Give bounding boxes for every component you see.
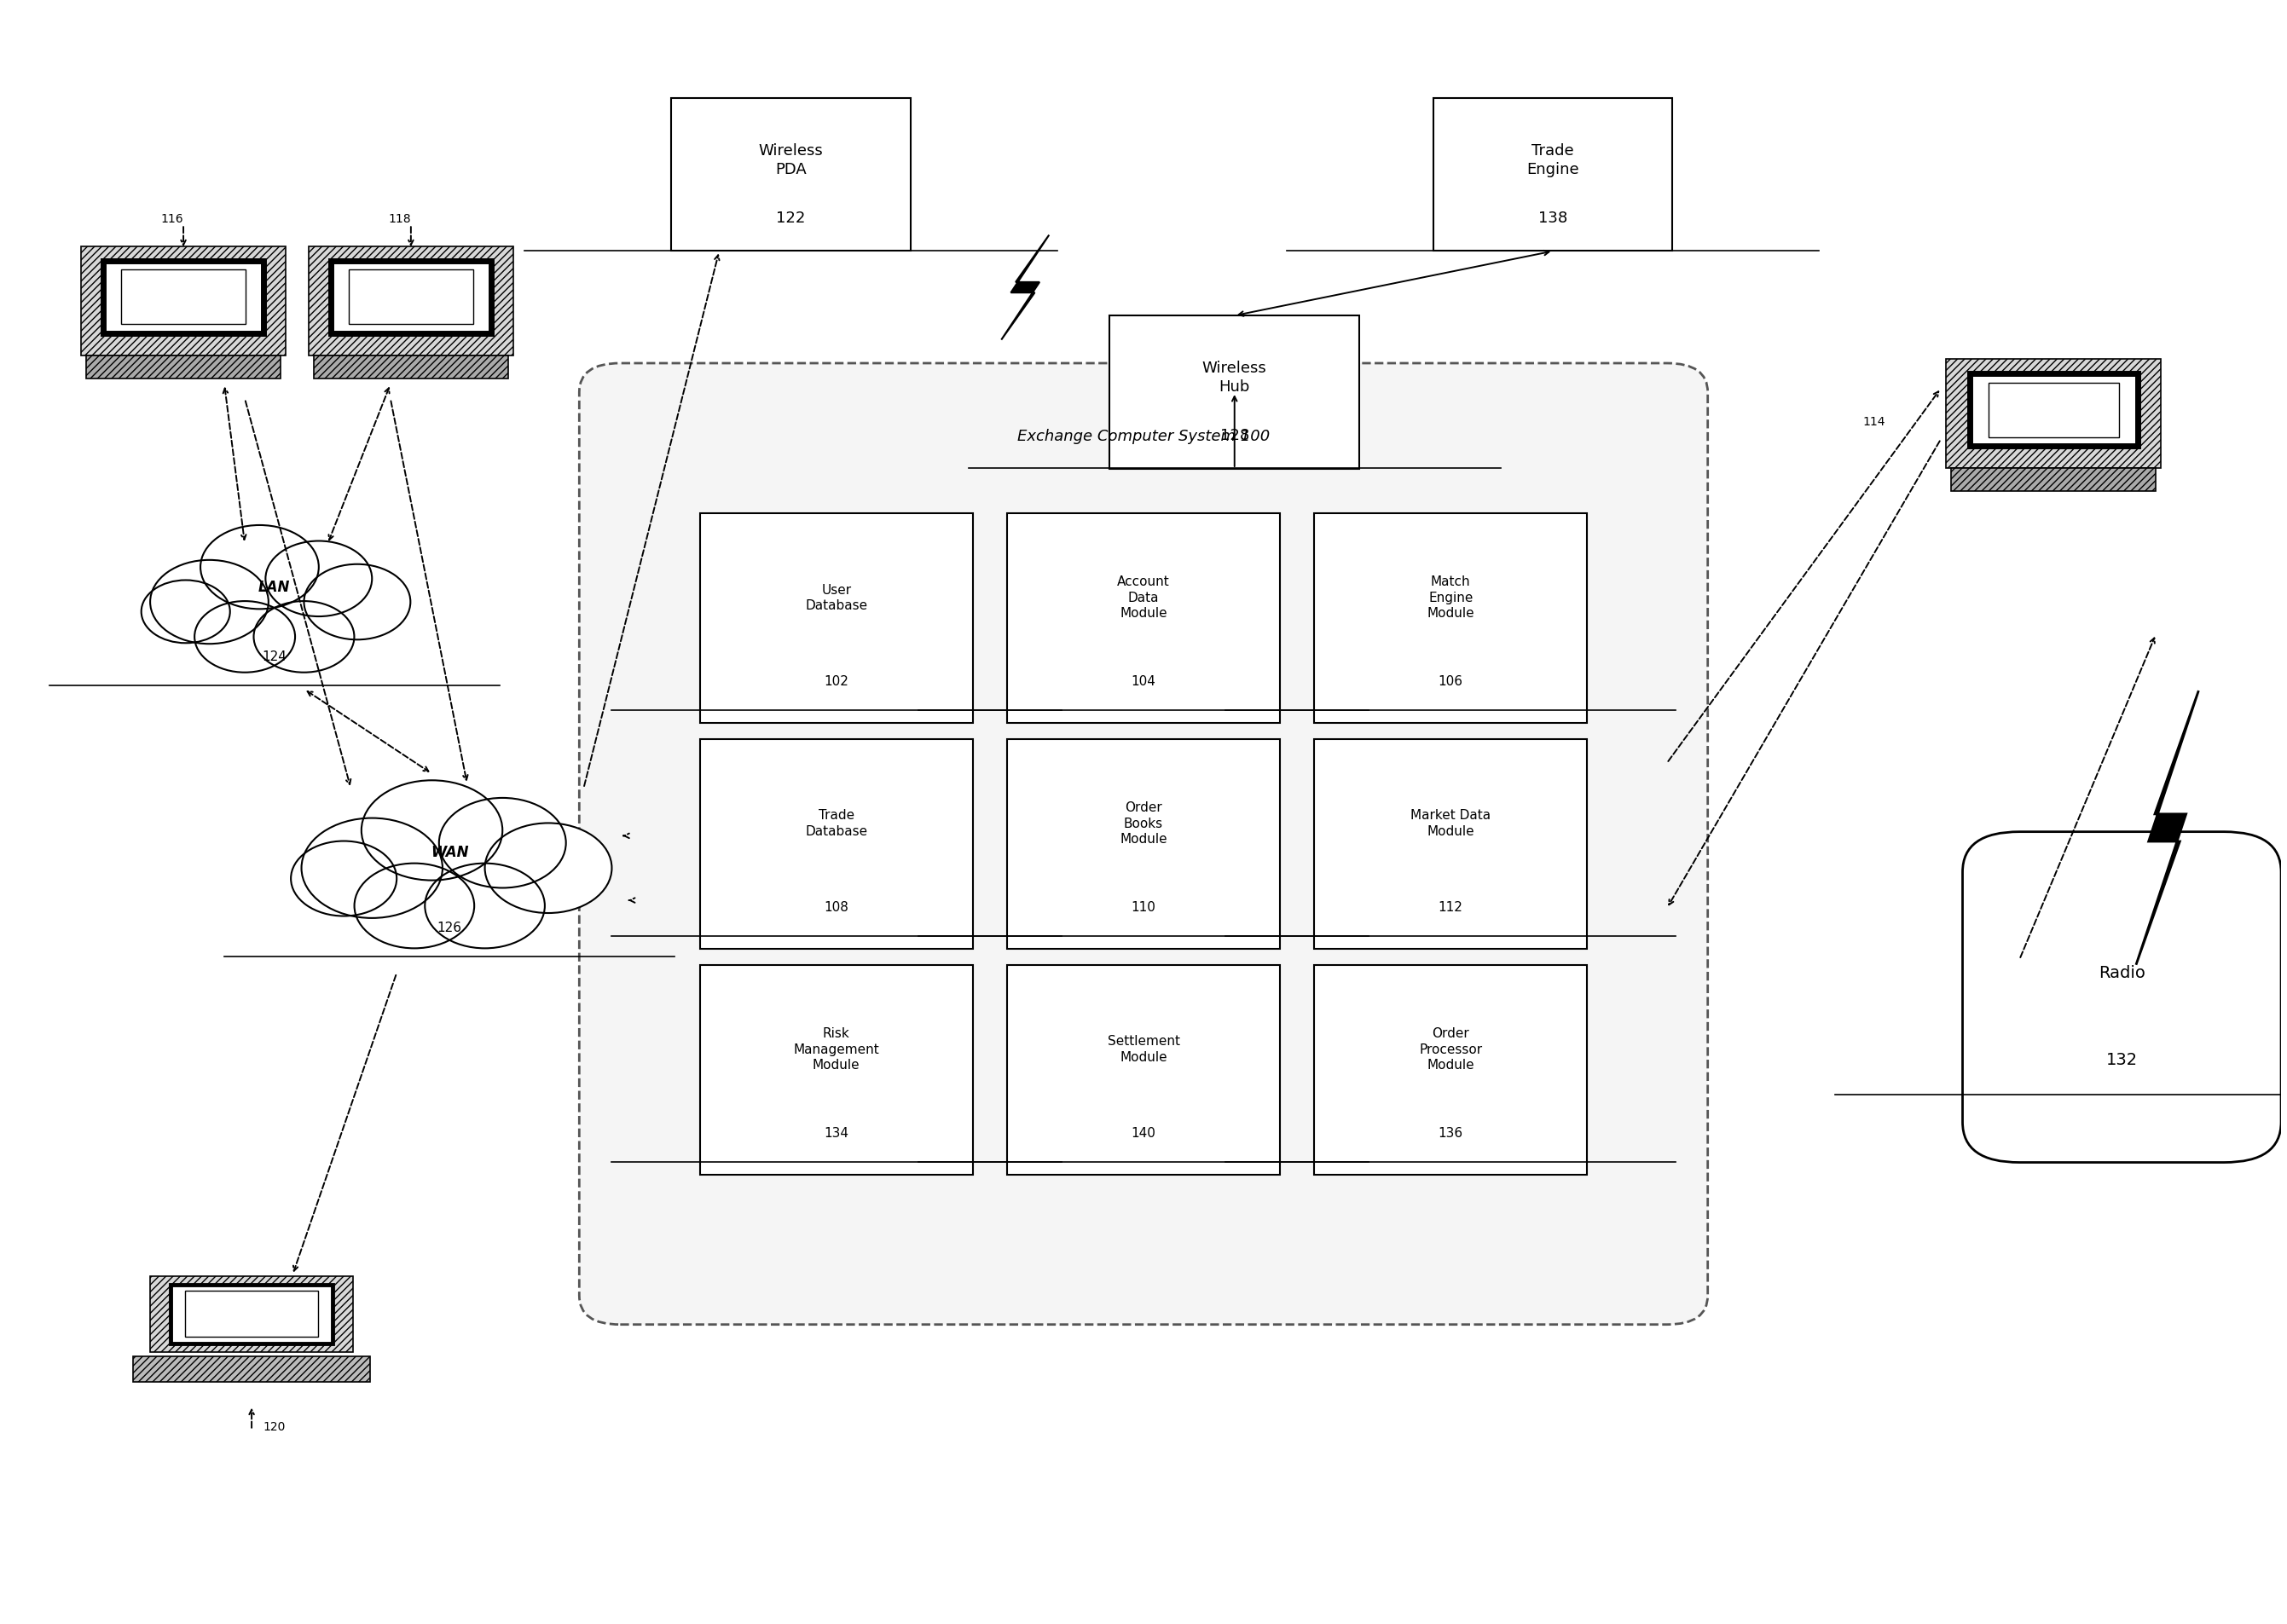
FancyBboxPatch shape	[332, 261, 492, 335]
FancyBboxPatch shape	[348, 271, 473, 325]
FancyBboxPatch shape	[80, 247, 286, 356]
Text: LAN: LAN	[258, 580, 290, 594]
FancyBboxPatch shape	[672, 99, 910, 252]
Text: 112: 112	[1439, 901, 1464, 914]
Circle shape	[265, 541, 373, 617]
FancyBboxPatch shape	[87, 356, 281, 378]
Text: 126: 126	[437, 921, 462, 934]
FancyBboxPatch shape	[1969, 374, 2138, 447]
Text: Wireless
PDA: Wireless PDA	[759, 143, 823, 177]
Text: Market Data
Module: Market Data Module	[1411, 809, 1491, 838]
FancyBboxPatch shape	[579, 364, 1708, 1325]
FancyBboxPatch shape	[1434, 99, 1672, 252]
Text: Order
Books
Module: Order Books Module	[1121, 801, 1166, 846]
FancyBboxPatch shape	[172, 1285, 332, 1343]
Circle shape	[354, 864, 473, 948]
FancyBboxPatch shape	[1006, 513, 1281, 723]
Circle shape	[425, 864, 544, 948]
FancyBboxPatch shape	[1315, 965, 1587, 1174]
Text: 132: 132	[2106, 1052, 2138, 1069]
Text: 118: 118	[389, 213, 412, 226]
Text: 104: 104	[1132, 676, 1155, 689]
Circle shape	[290, 841, 396, 916]
Circle shape	[302, 818, 441, 919]
Circle shape	[439, 799, 565, 888]
Text: Trade
Engine: Trade Engine	[1528, 143, 1580, 177]
FancyBboxPatch shape	[103, 261, 263, 335]
Polygon shape	[1002, 235, 1050, 341]
Text: 116: 116	[160, 213, 183, 226]
Text: 134: 134	[823, 1127, 848, 1138]
FancyBboxPatch shape	[700, 513, 972, 723]
FancyBboxPatch shape	[1987, 383, 2120, 438]
Circle shape	[151, 560, 268, 645]
FancyBboxPatch shape	[700, 965, 972, 1174]
Text: 124: 124	[263, 650, 286, 663]
Circle shape	[201, 526, 318, 609]
FancyBboxPatch shape	[1109, 317, 1361, 469]
Text: User
Database: User Database	[805, 583, 867, 612]
FancyBboxPatch shape	[309, 247, 512, 356]
Text: 120: 120	[263, 1419, 286, 1432]
Text: Trade
Database: Trade Database	[805, 809, 867, 838]
Circle shape	[254, 601, 354, 672]
Text: Match
Engine
Module: Match Engine Module	[1427, 575, 1475, 620]
Text: 138: 138	[1539, 211, 1567, 226]
FancyBboxPatch shape	[1946, 361, 2161, 469]
Text: 114: 114	[1864, 416, 1887, 429]
Circle shape	[142, 581, 231, 643]
FancyBboxPatch shape	[121, 271, 245, 325]
Text: Order
Processor
Module: Order Processor Module	[1418, 1026, 1482, 1072]
FancyBboxPatch shape	[1006, 739, 1281, 948]
FancyBboxPatch shape	[1951, 469, 2157, 492]
FancyBboxPatch shape	[1315, 513, 1587, 723]
Text: Account
Data
Module: Account Data Module	[1116, 575, 1171, 620]
FancyBboxPatch shape	[313, 356, 508, 378]
Circle shape	[304, 565, 409, 640]
FancyBboxPatch shape	[700, 739, 972, 948]
FancyBboxPatch shape	[1315, 739, 1587, 948]
Text: 106: 106	[1439, 676, 1464, 689]
Text: Radio: Radio	[2099, 965, 2145, 981]
Polygon shape	[2136, 692, 2198, 965]
Circle shape	[194, 601, 295, 672]
Text: 102: 102	[823, 676, 848, 689]
Text: 140: 140	[1132, 1127, 1155, 1138]
Text: 128: 128	[1219, 429, 1249, 443]
FancyBboxPatch shape	[185, 1291, 318, 1337]
Text: 122: 122	[775, 211, 805, 226]
Text: Settlement
Module: Settlement Module	[1107, 1034, 1180, 1064]
Text: WAN: WAN	[430, 844, 469, 859]
Text: Risk
Management
Module: Risk Management Module	[794, 1026, 878, 1072]
FancyBboxPatch shape	[1006, 965, 1281, 1174]
FancyBboxPatch shape	[151, 1276, 352, 1351]
FancyBboxPatch shape	[133, 1356, 370, 1382]
Circle shape	[361, 781, 503, 880]
FancyBboxPatch shape	[1962, 831, 2280, 1163]
Circle shape	[485, 823, 613, 913]
Text: Wireless
Hub: Wireless Hub	[1203, 361, 1267, 395]
Text: 136: 136	[1439, 1127, 1464, 1138]
Text: 108: 108	[823, 901, 848, 914]
Text: Exchange Computer System 100: Exchange Computer System 100	[1018, 429, 1269, 443]
Text: 110: 110	[1132, 901, 1155, 914]
